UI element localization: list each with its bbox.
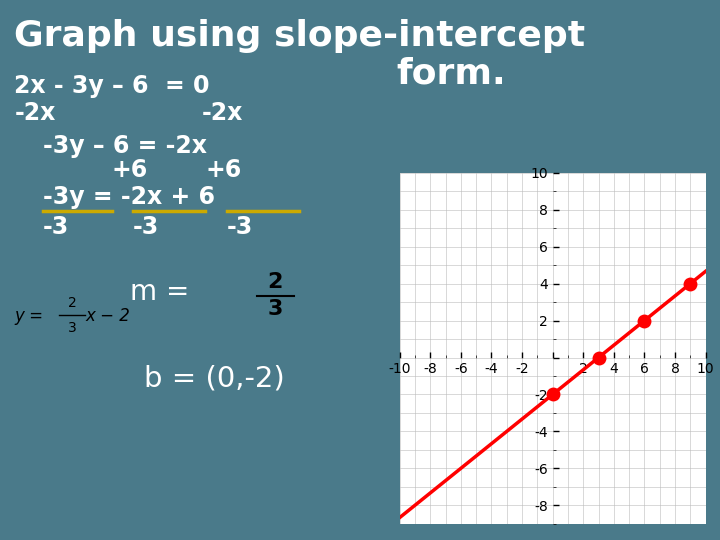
Text: 2: 2	[68, 296, 76, 310]
Text: Graph using slope-intercept: Graph using slope-intercept	[14, 19, 585, 53]
Text: 3: 3	[268, 299, 283, 319]
Text: -3y = -2x + 6: -3y = -2x + 6	[43, 185, 215, 209]
Text: +6: +6	[205, 158, 241, 182]
Text: +6: +6	[112, 158, 148, 182]
Text: 3: 3	[68, 321, 76, 335]
Text: -2x: -2x	[14, 102, 55, 125]
Text: -2x: -2x	[202, 102, 243, 125]
Text: y =: y =	[14, 307, 43, 325]
Text: m =: m =	[130, 278, 189, 306]
Text: x − 2: x − 2	[85, 307, 130, 325]
Text: b = (0,-2): b = (0,-2)	[144, 364, 284, 392]
Text: 2x - 3y – 6  = 0: 2x - 3y – 6 = 0	[14, 75, 210, 98]
Text: form.: form.	[396, 57, 505, 91]
Text: -3y – 6 = -2x: -3y – 6 = -2x	[43, 134, 207, 158]
Text: -3: -3	[133, 215, 159, 239]
Text: 2: 2	[268, 272, 283, 292]
Text: -3: -3	[227, 215, 253, 239]
Text: -3: -3	[43, 215, 69, 239]
